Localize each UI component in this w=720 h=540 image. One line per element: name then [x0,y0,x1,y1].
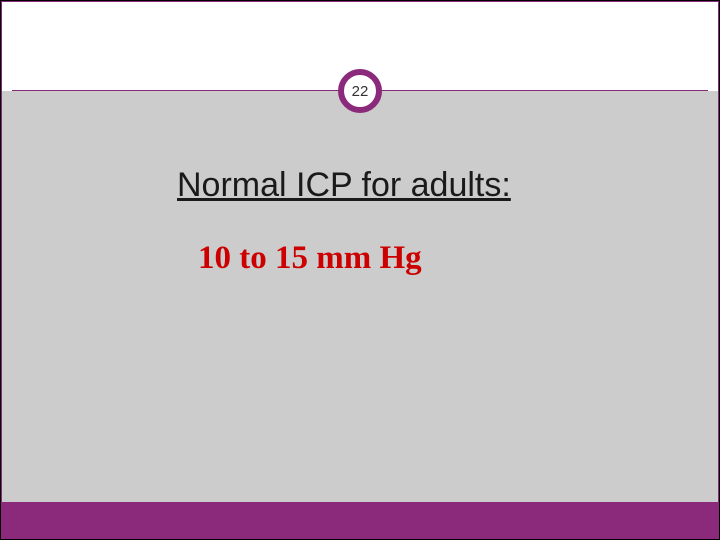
slide-container: 22 Normal ICP for adults: 10 to 15 mm Hg [1,1,719,539]
slide-footer-bar [1,502,719,539]
slide-heading: Normal ICP for adults: [177,166,511,205]
slide-number: 22 [352,83,369,100]
slide-header-section: 22 [1,1,719,91]
slide-number-badge: 22 [338,69,382,113]
slide-body: Normal ICP for adults: 10 to 15 mm Hg [1,91,719,502]
slide-value: 10 to 15 mm Hg [198,240,422,277]
